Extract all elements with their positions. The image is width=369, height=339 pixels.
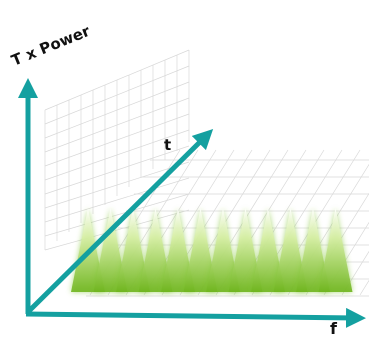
spike [319, 208, 353, 292]
spikes [71, 208, 353, 292]
power-label: T x Power [9, 22, 93, 70]
t-label: t [164, 136, 171, 154]
f-axis [26, 314, 356, 318]
diagram: T x Power t f [0, 0, 369, 339]
f-label: f [330, 319, 338, 338]
